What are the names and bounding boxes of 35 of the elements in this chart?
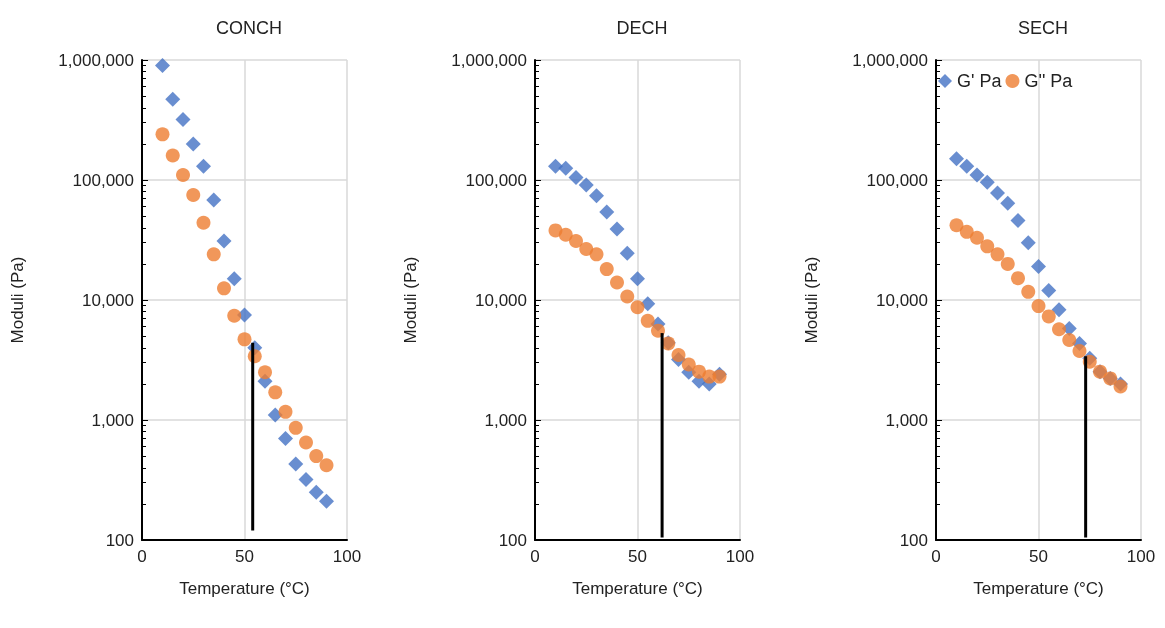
y-tick-label: 100 <box>899 530 928 550</box>
x-axis-title: Temperature (°C) <box>179 579 310 598</box>
x-tick-label: 0 <box>137 547 147 566</box>
y-tick-label: 100,000 <box>866 170 928 190</box>
y-tick-label: 10,000 <box>475 290 527 310</box>
x-tick-label: 100 <box>332 547 362 566</box>
y-tick-label: 1,000 <box>91 410 134 430</box>
y-tick-label: 1,000,000 <box>451 50 527 70</box>
y-tick-label: 10,000 <box>82 290 134 310</box>
chart-title: SECH <box>1017 18 1069 38</box>
x-tick-label: 50 <box>1029 547 1048 566</box>
chart-title: DECH <box>616 18 668 38</box>
y-tick-label: 100 <box>105 530 134 550</box>
y-tick-label: 1,000,000 <box>58 50 134 70</box>
y-tick-label: 1,000,000 <box>852 50 928 70</box>
y-axis-title: Moduli (Pa) <box>802 256 821 344</box>
y-axis-title: Moduli (Pa) <box>401 256 420 344</box>
x-axis-title: Temperature (°C) <box>572 579 703 598</box>
legend-label: G' Pa <box>957 71 1003 91</box>
y-tick-label: 100 <box>498 530 527 550</box>
y-axis-title: Moduli (Pa) <box>8 256 27 344</box>
y-tick-label: 100,000 <box>72 170 134 190</box>
chart-title: CONCH <box>216 18 282 38</box>
x-axis-title: Temperature (°C) <box>973 579 1104 598</box>
y-tick-label: 10,000 <box>876 290 928 310</box>
y-tick-label: 100,000 <box>465 170 527 190</box>
y-tick-label: 1,000 <box>885 410 928 430</box>
legend-label: G'' Pa <box>1024 71 1074 91</box>
x-tick-label: 100 <box>725 547 755 566</box>
x-tick-label: 0 <box>530 547 540 566</box>
x-tick-label: 50 <box>235 547 254 566</box>
x-tick-label: 0 <box>931 547 941 566</box>
x-tick-label: 100 <box>1126 547 1156 566</box>
y-tick-label: 1,000 <box>484 410 527 430</box>
x-tick-label: 50 <box>628 547 647 566</box>
